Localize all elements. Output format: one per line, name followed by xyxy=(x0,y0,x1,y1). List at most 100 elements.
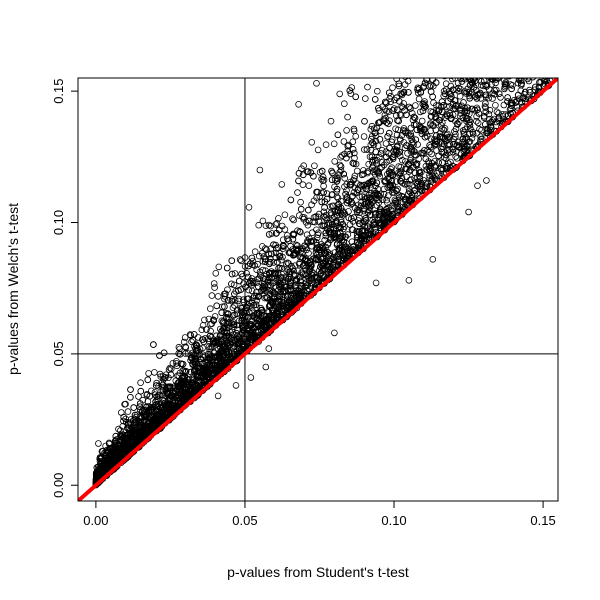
data-point xyxy=(352,93,360,101)
data-point xyxy=(553,21,559,27)
data-point xyxy=(297,198,304,206)
data-point xyxy=(363,58,369,64)
data-point xyxy=(509,5,515,11)
data-point xyxy=(356,193,363,201)
data-point xyxy=(297,247,305,255)
data-point xyxy=(556,2,562,8)
data-point xyxy=(268,287,276,294)
data-point xyxy=(278,256,285,264)
data-point xyxy=(531,46,537,52)
data-point xyxy=(538,38,544,44)
data-point xyxy=(486,50,492,56)
data-point xyxy=(467,62,473,68)
data-point xyxy=(322,141,330,149)
data-point xyxy=(378,67,384,73)
data-point xyxy=(542,78,549,80)
data-point xyxy=(474,26,480,32)
data-point xyxy=(399,104,407,111)
data-point xyxy=(568,55,574,61)
data-point xyxy=(490,13,496,19)
data-point xyxy=(442,65,448,71)
data-point xyxy=(518,34,524,40)
data-point xyxy=(543,15,549,21)
data-point xyxy=(208,334,215,341)
data-point xyxy=(153,397,161,404)
data-point xyxy=(531,33,537,39)
data-point xyxy=(442,65,448,71)
data-point xyxy=(521,17,527,23)
data-point xyxy=(556,68,562,74)
data-point xyxy=(466,72,472,78)
data-point xyxy=(505,37,511,43)
data-point xyxy=(565,56,571,62)
data-point xyxy=(487,65,493,71)
data-point xyxy=(279,245,287,252)
data-point xyxy=(124,408,132,415)
data-point xyxy=(333,222,340,230)
data-point xyxy=(531,5,537,11)
data-point xyxy=(489,33,495,39)
data-point xyxy=(526,23,532,29)
data-point xyxy=(376,165,384,172)
data-point xyxy=(352,133,360,140)
data-point xyxy=(450,135,457,143)
data-point xyxy=(565,57,571,63)
data-point xyxy=(481,46,487,52)
data-point xyxy=(566,16,572,22)
data-point xyxy=(516,0,522,4)
data-point xyxy=(567,53,573,59)
data-point xyxy=(555,0,561,4)
data-point xyxy=(471,67,477,73)
data-point xyxy=(455,66,461,72)
data-point xyxy=(220,328,228,336)
data-point xyxy=(540,0,546,1)
data-point xyxy=(503,9,509,15)
data-point xyxy=(508,3,514,9)
data-point xyxy=(407,176,415,183)
data-point xyxy=(297,228,304,236)
data-point xyxy=(343,181,351,188)
data-point xyxy=(496,59,502,65)
data-point xyxy=(466,40,472,46)
data-point xyxy=(433,37,439,43)
data-point xyxy=(544,5,550,11)
data-point xyxy=(564,12,570,18)
data-point xyxy=(447,23,453,29)
data-point xyxy=(466,1,472,7)
data-point xyxy=(261,278,268,286)
data-point xyxy=(344,113,351,121)
data-point xyxy=(468,0,474,1)
data-point xyxy=(501,57,507,63)
data-point xyxy=(514,54,520,60)
data-point xyxy=(545,0,551,3)
data-point xyxy=(552,69,558,75)
data-point xyxy=(471,78,479,81)
data-point xyxy=(380,185,388,193)
data-point xyxy=(485,60,491,66)
data-point xyxy=(523,21,529,27)
data-point xyxy=(548,16,554,22)
data-point xyxy=(506,13,512,19)
data-point xyxy=(341,183,348,191)
data-point xyxy=(416,12,422,18)
data-point xyxy=(539,9,545,15)
data-point xyxy=(249,277,257,285)
data-point xyxy=(336,161,344,169)
data-point xyxy=(273,220,281,227)
data-point xyxy=(265,221,273,229)
data-point xyxy=(513,3,519,9)
data-point xyxy=(548,36,554,42)
data-point xyxy=(422,65,428,71)
data-point xyxy=(319,177,327,185)
data-point xyxy=(474,119,482,127)
data-point xyxy=(466,81,474,89)
data-point xyxy=(503,71,509,77)
data-point xyxy=(440,26,446,32)
data-point xyxy=(489,27,495,33)
data-point xyxy=(497,29,503,35)
data-point xyxy=(441,63,447,69)
data-point xyxy=(557,37,563,43)
data-point xyxy=(538,34,544,40)
data-point xyxy=(536,55,542,61)
